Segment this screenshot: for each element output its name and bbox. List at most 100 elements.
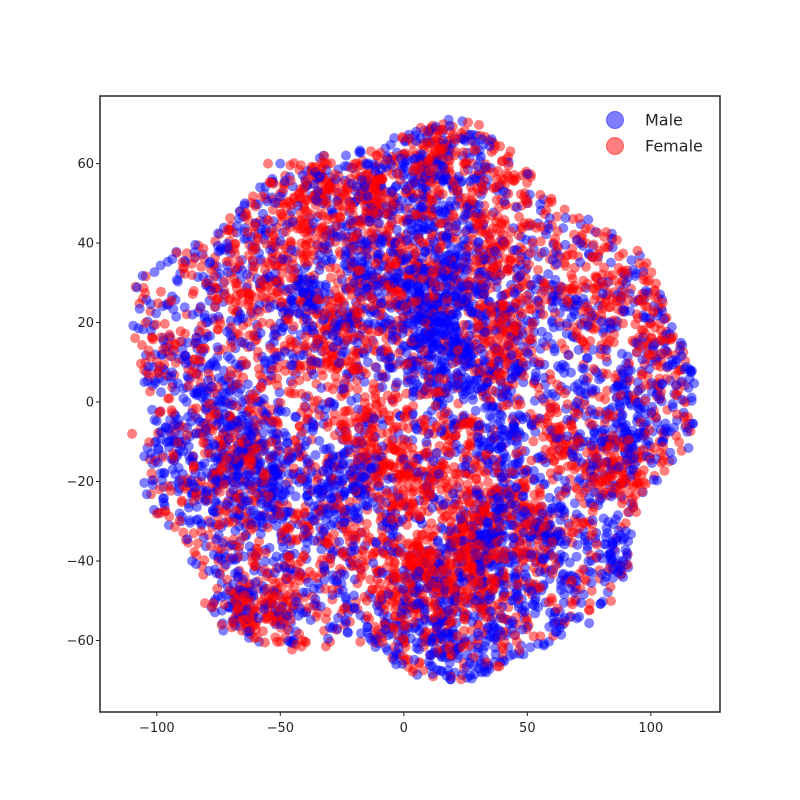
scatter-point-female: [646, 267, 657, 278]
scatter-point-female: [156, 332, 167, 343]
scatter-point-female: [417, 415, 428, 425]
scatter-point-female: [154, 361, 165, 372]
scatter-point-male: [421, 436, 432, 447]
scatter-point-female: [522, 177, 533, 188]
scatter-point-female: [614, 251, 624, 262]
scatter-point-female: [459, 328, 470, 339]
scatter-point-female: [154, 407, 165, 418]
scatter-point-female: [350, 523, 360, 534]
scatter-point-male: [213, 373, 224, 384]
scatter-point-male: [167, 254, 178, 265]
scatter-point-male: [151, 416, 162, 427]
scatter-point-male: [362, 357, 373, 368]
scatter-point-female: [355, 636, 366, 647]
scatter-point-female: [528, 631, 539, 642]
scatter-point-male: [334, 536, 345, 547]
scatter-point-female: [198, 243, 209, 254]
scatter-point-female: [448, 476, 459, 487]
scatter-point-female: [254, 363, 264, 374]
scatter-point-female: [373, 326, 384, 337]
points-layer: [127, 114, 700, 685]
scatter-point-female: [458, 319, 469, 330]
scatter-point-female: [176, 497, 187, 508]
scatter-point-male: [427, 502, 438, 513]
scatter-point-female: [200, 598, 210, 609]
scatter-point-female: [456, 674, 466, 685]
scatter-point-female: [181, 248, 192, 259]
scatter-point-male: [543, 269, 554, 279]
scatter-point-female: [150, 319, 161, 330]
scatter-point-male: [181, 396, 192, 407]
scatter-point-female: [360, 527, 371, 538]
scatter-point-female: [357, 544, 368, 555]
scatter-point-female: [355, 572, 366, 583]
scatter-point-female: [299, 401, 310, 412]
scatter-point-female: [288, 321, 299, 332]
scatter-point-female: [371, 150, 382, 161]
scatter-point-female: [365, 574, 376, 585]
scatter-point-female: [628, 498, 639, 509]
scatter-point-female: [273, 286, 284, 297]
scatter-point-female: [362, 535, 373, 546]
scatter-point-male: [616, 348, 627, 359]
scatter-point-male: [377, 382, 388, 392]
scatter-point-male: [385, 139, 396, 150]
scatter-point-female: [338, 297, 349, 308]
scatter-point-female: [632, 245, 643, 256]
scatter-point-male: [290, 491, 301, 502]
scatter-point-male: [683, 443, 694, 453]
scatter-point-female: [260, 547, 271, 558]
scatter-point-female: [516, 281, 527, 292]
scatter-point-female: [224, 256, 235, 267]
scatter-point-female: [362, 611, 373, 622]
scatter-point-female: [250, 201, 261, 212]
scatter-point-male: [605, 257, 616, 268]
scatter-point-male: [582, 352, 593, 363]
scatter-point-female: [460, 485, 471, 496]
scatter-point-male: [187, 309, 198, 320]
scatter-point-male: [371, 362, 382, 373]
scatter-point-male: [550, 274, 561, 285]
scatter-point-female: [586, 585, 597, 596]
scatter-point-male: [308, 515, 319, 526]
scatter-point-male: [310, 450, 321, 460]
scatter-point-male: [465, 670, 475, 681]
scatter-point-female: [330, 371, 341, 382]
scatter-point-female: [547, 568, 558, 579]
scatter-point-female: [535, 189, 546, 200]
scatter-point-male: [128, 320, 139, 331]
scatter-point-female: [352, 384, 363, 395]
scatter-point-female: [616, 498, 627, 509]
scatter-point-female: [483, 477, 493, 488]
scatter-point-male: [305, 615, 316, 625]
scatter-point-female: [609, 329, 619, 340]
scatter-point-male: [332, 623, 343, 634]
scatter-point-female: [487, 385, 498, 396]
scatter-point-female: [600, 394, 611, 405]
scatter-point-female: [387, 435, 398, 446]
scatter-point-female: [254, 306, 265, 317]
scatter-point-female: [389, 422, 400, 433]
scatter-point-male: [158, 497, 169, 508]
scatter-point-male: [208, 549, 219, 560]
scatter-point-female: [159, 318, 170, 329]
scatter-point-female: [607, 270, 618, 281]
scatter-point-female: [360, 392, 370, 403]
scatter-point-male: [525, 642, 536, 653]
scatter-point-male: [349, 603, 360, 614]
scatter-point-male: [607, 242, 618, 253]
scatter-point-female: [588, 363, 599, 374]
scatter-point-female: [137, 340, 147, 351]
scatter-point-male: [408, 391, 419, 402]
scatter-point-male: [485, 422, 495, 433]
scatter-point-male: [222, 351, 233, 362]
scatter-point-female: [492, 166, 503, 176]
scatter-point-male: [210, 452, 221, 463]
scatter-point-female: [535, 236, 546, 247]
scatter-point-female: [259, 637, 270, 648]
scatter-point-female: [196, 261, 207, 272]
scatter-point-male: [324, 622, 335, 633]
scatter-point-female: [235, 298, 245, 308]
